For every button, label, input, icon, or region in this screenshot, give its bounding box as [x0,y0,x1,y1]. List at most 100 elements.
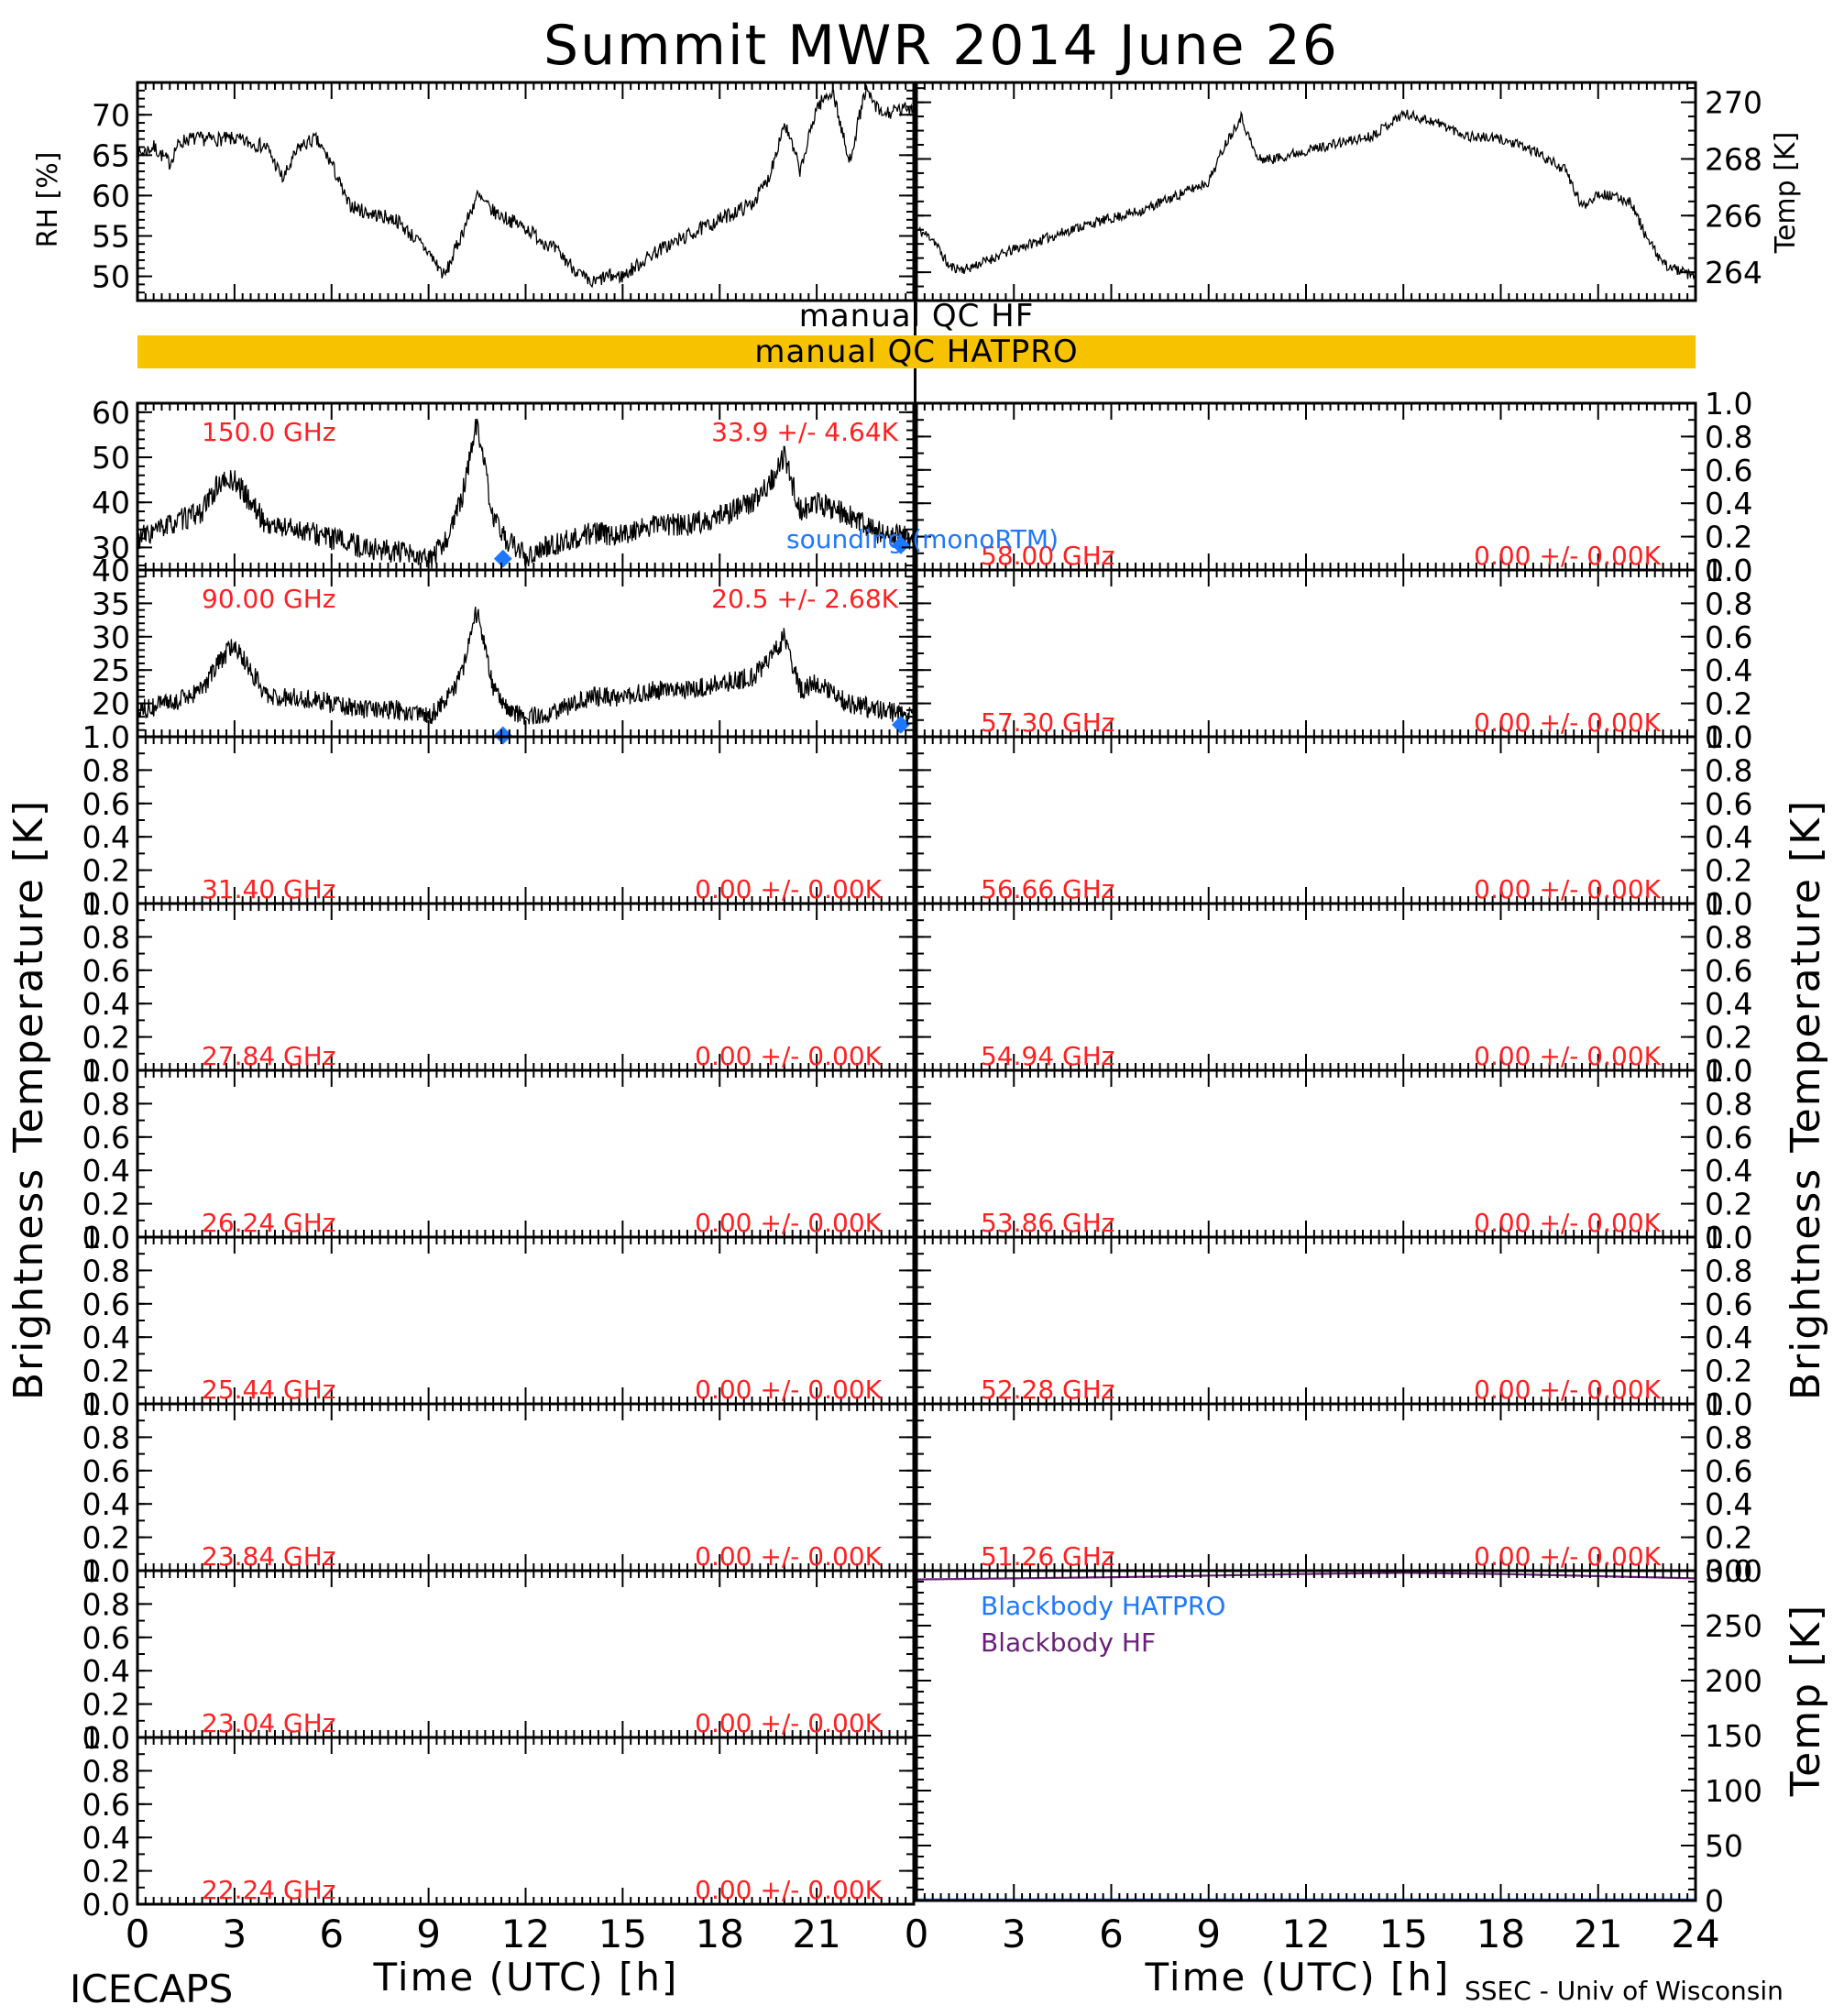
y-tick-label: 0.4 [1705,486,1752,521]
y-tick-label: 0.8 [1705,1253,1752,1288]
time-tick-label: 15 [598,1912,647,1956]
chart-title: Summit MWR 2014 June 26 [543,14,1339,78]
time-tick-label: 6 [319,1912,344,1956]
y-tick-label: 55 [92,218,130,254]
y-tick-label: 0.0 [82,1553,130,1589]
time-tick-label: 0 [126,1912,150,1956]
y-tick-label: 1.0 [1705,1053,1752,1089]
y-tick-label: 0.2 [82,1687,130,1723]
time-tick-label: 0 [905,1912,929,1956]
y-tick-label: 268 [1705,141,1762,177]
y-tick-label: 0.2 [1705,1353,1752,1389]
y-tick-label: 1.0 [82,886,130,922]
y-tick-label: 0.2 [1705,853,1752,889]
qc-hf-label: manual QC HF [799,298,1035,334]
tb-freq-label: 58.00 GHz [981,541,1115,571]
y-tick-label: 60 [92,178,130,214]
y-tick-label: 0.8 [1705,919,1752,955]
y-tick-label: 50 [1705,1828,1743,1864]
y-tick-label: 0.4 [82,1320,130,1355]
tb-freq-label: 23.04 GHz [202,1708,336,1738]
y-tick-label: 0.8 [82,1419,130,1455]
y-tick-label: 1.0 [1705,719,1752,755]
y-tick-label: 0.2 [1705,1187,1752,1222]
legend-blackbody-hf: Blackbody HF [981,1627,1156,1658]
y-tick-label: 100 [1705,1773,1762,1809]
met-temp-panel-frame [915,81,1697,302]
time-tick-label: 9 [1196,1912,1221,1956]
y-tick-label: 0.6 [1705,1453,1752,1489]
tb-series-line [137,607,915,725]
y-tick-label: 0.4 [1705,1153,1752,1189]
y-tick-label: 0.6 [1705,953,1752,989]
y-tick-label: 0.0 [82,1386,130,1422]
time-tick-label: 9 [416,1912,441,1956]
met-temp-series-line [916,109,1696,280]
y-tick-label: 0.0 [82,1887,130,1923]
time-tick-label: 3 [223,1912,247,1956]
tb-stat-label: 0.00 +/- 0.00K [1474,707,1661,738]
rh-axis-label: RH [%] [32,152,64,248]
y-tick-label: 25 [92,652,130,688]
tb-freq-label: 31.40 GHz [202,874,336,904]
y-tick-label: 0.2 [82,853,130,889]
y-tick-label: 0.8 [82,1253,130,1288]
y-tick-label: 0.0 [1705,1386,1752,1422]
tb-freq-label: 25.44 GHz [202,1375,336,1405]
tb-stat-label: 20.5 +/- 2.68K [711,584,898,614]
y-tick-label: 0.4 [82,1153,130,1189]
y-tick-label: 0.4 [1705,986,1752,1022]
tb-stat-label: 0.00 +/- 0.00K [1474,1541,1661,1572]
met-temp-axis-label: Temp [K] [1770,132,1802,255]
y-tick-label: 0.6 [82,1120,130,1156]
y-tick-label: 40 [92,485,130,520]
y-tick-label: 0.2 [1705,1520,1752,1556]
time-tick-label: 24 [1671,1912,1719,1956]
tb-freq-label: 57.30 GHz [981,707,1115,738]
tb-stat-label: 0.00 +/- 0.00K [695,1708,882,1738]
y-tick-label: 65 [92,137,130,173]
y-tick-label: 0.4 [82,1486,130,1522]
y-tick-label: 0.2 [82,1187,130,1222]
y-tick-label: 0.4 [82,1820,130,1856]
tb-stat-label: 0.00 +/- 0.00K [1474,1375,1661,1405]
tb-stat-label: 0.00 +/- 0.00K [695,874,882,904]
y-tick-label: 0.0 [1705,719,1752,755]
y-tick-label: 0.8 [1705,419,1752,455]
tb-stat-label: 0.00 +/- 0.00K [695,1041,882,1071]
y-tick-label: 0 [1705,1883,1724,1919]
y-tick-label: 0.8 [1705,1419,1752,1455]
y-tick-label: 50 [92,440,130,476]
right-time-axis-label: Time (UTC) [h] [1145,1955,1451,2000]
y-tick-label: 300 [1705,1553,1762,1589]
tb-freq-label: 27.84 GHz [202,1041,336,1071]
y-tick-label: 0.4 [1705,1320,1752,1355]
bb-temp-axis-label: Temp [K] [1783,1604,1829,1797]
y-tick-label: 250 [1705,1608,1762,1644]
time-tick-label: 12 [1281,1912,1330,1956]
y-tick-label: 200 [1705,1663,1762,1699]
y-tick-label: 0.2 [1705,1020,1752,1056]
legend-blackbody-hatpro: Blackbody HATPRO [981,1591,1225,1621]
y-tick-label: 40 [92,553,130,588]
tb-stat-label: 0.00 +/- 0.00K [1474,874,1661,904]
time-tick-label: 3 [1002,1912,1026,1956]
time-tick-label: 12 [501,1912,550,1956]
y-tick-label: 1.0 [82,719,130,755]
y-tick-label: 0.6 [1705,1287,1752,1322]
tb-freq-label: 150.0 GHz [202,417,336,447]
time-tick-label: 15 [1379,1912,1428,1956]
time-tick-label: 6 [1099,1912,1124,1956]
y-tick-label: 0.0 [1705,886,1752,922]
sounding-marker [493,549,512,568]
time-tick-label: 18 [696,1912,744,1956]
footer-right: SSEC - Univ of Wisconsin [1465,1976,1784,2006]
y-tick-label: 0.2 [82,1520,130,1556]
tb-stat-label: 0.00 +/- 0.00K [1474,1041,1661,1071]
y-tick-label: 0.6 [1705,619,1752,655]
y-tick-label: 70 [92,97,130,133]
left-tb-axis-label: Brightness Temperature [K] [5,799,52,1400]
y-tick-label: 0.6 [82,1453,130,1489]
tb-freq-label: 26.24 GHz [202,1208,336,1238]
time-tick-label: 21 [792,1912,840,1956]
